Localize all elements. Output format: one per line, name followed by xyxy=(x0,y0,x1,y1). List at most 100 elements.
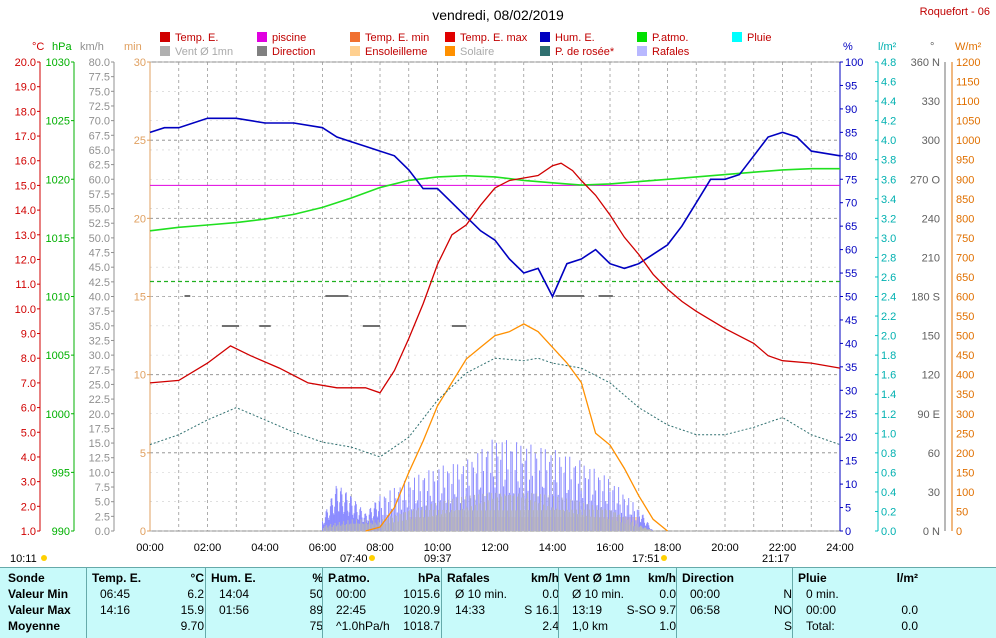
summary-row-label: Valeur Max xyxy=(8,603,71,617)
solar-axis-tick-label: 1150 xyxy=(956,77,980,89)
summary-cell-value: 15.9 xyxy=(180,603,204,617)
summary-column: Vent Ø 1mn km/h Ø 10 min. 0.0 13:19 S-SO 9.7 1… xyxy=(564,570,676,634)
rain-axis-tick-label: 2.6 xyxy=(881,272,896,284)
summary-cell-row: 13:19 S-SO 9.7 xyxy=(564,602,676,618)
humidity-axis-tick-label: 40 xyxy=(845,338,857,350)
wind-axis-tick-label: 32.5 xyxy=(89,335,110,347)
solar-axis-tick-label: 250 xyxy=(956,428,974,440)
wind-axis-tick-label: 57.5 xyxy=(89,189,110,201)
summary-cell-label xyxy=(682,619,690,633)
legend-label: Solaire xyxy=(460,46,494,58)
summary-cell-label: 0 min. xyxy=(806,587,839,601)
solar-axis-tick-label: 150 xyxy=(956,467,974,479)
summary-cell-label: 13:19 xyxy=(572,603,603,617)
wind-axis-tick-label: 35.0 xyxy=(89,321,110,333)
summary-cell-row: 00:00 1015.6 xyxy=(328,586,440,602)
summary-cell-label: Total: xyxy=(806,619,835,633)
solar-axis-tick-label: 650 xyxy=(956,272,974,284)
wind-axis-tick-label: 65.0 xyxy=(89,145,110,157)
direction-axis-tick-label: 180 S xyxy=(911,292,940,304)
summary-cell-row: 75 xyxy=(211,618,323,634)
rain-axis-tick-label: 1.2 xyxy=(881,409,896,421)
direction-axis-tick-label: 120 xyxy=(922,370,940,382)
summary-column-unit: km/h xyxy=(530,571,559,585)
direction-axis-tick-label: 150 xyxy=(922,331,940,343)
summary-cell-value: 75 xyxy=(309,619,323,633)
summary-cell-label: 22:45 xyxy=(336,603,367,617)
minutes-axis-tick-label: 10 xyxy=(134,370,146,382)
summary-cell-row: 06:45 6.2 xyxy=(92,586,204,602)
summary-cell-row: 22:45 1020.9 xyxy=(328,602,440,618)
summary-separator xyxy=(441,568,442,638)
legend-swatch xyxy=(445,32,455,42)
solar-axis-tick-label: 950 xyxy=(956,155,974,167)
temp-axis-tick-label: 12.0 xyxy=(15,254,36,266)
summary-column-title: Temp. E. xyxy=(92,571,142,585)
rain-axis-tick-label: 0.4 xyxy=(881,487,896,499)
pressure-axis-tick-label: 1000 xyxy=(46,409,70,421)
summary-column-title: Hum. E. xyxy=(211,571,256,585)
summary-column: Direction 00:00 N 06:58 NO S xyxy=(682,570,792,634)
rain-axis-tick-label: 4.8 xyxy=(881,57,896,69)
minutes-unit-label: min xyxy=(124,41,142,53)
summary-cell-value: 0.0 xyxy=(542,587,559,601)
rain-axis-tick-label: 3.4 xyxy=(881,194,896,206)
wind-axis-tick-label: 37.5 xyxy=(89,306,110,318)
summary-cell-value: 50 xyxy=(309,587,323,601)
rain-unit-label: l/m² xyxy=(878,41,897,53)
summary-separator xyxy=(676,568,677,638)
direction-axis-tick-label: 240 xyxy=(922,213,940,225)
wind-axis-tick-label: 47.5 xyxy=(89,248,110,260)
time-0937: 09:37 xyxy=(424,553,452,565)
wind-axis-tick-label: 22.5 xyxy=(89,394,110,406)
summary-separator xyxy=(792,568,793,638)
wind-axis-tick-label: 52.5 xyxy=(89,218,110,230)
rain-axis-tick-label: 1.4 xyxy=(881,389,896,401)
summary-cell-row: 01:56 89 xyxy=(211,602,323,618)
wind-axis-tick-label: 80.0 xyxy=(89,57,110,69)
wind-axis-tick-label: 62.5 xyxy=(89,160,110,172)
summary-column-unit: hPa xyxy=(417,571,440,585)
temp-axis-tick-label: 5.0 xyxy=(21,427,36,439)
x-tick-label: 16:00 xyxy=(596,542,624,554)
pressure-axis-tick-label: 1030 xyxy=(46,57,70,69)
direction-axis-tick-label: 300 xyxy=(922,135,940,147)
summary-cell-row: 14:33 S 16.1 xyxy=(447,602,559,618)
solar-axis-tick-label: 400 xyxy=(956,370,974,382)
series-temp xyxy=(149,162,841,394)
summary-cell-label xyxy=(447,619,455,633)
rain-axis-tick-label: 0.8 xyxy=(881,448,896,460)
wind-axis-tick-label: 27.5 xyxy=(89,365,110,377)
summary-column-header: P.atmo. hPa xyxy=(328,570,440,586)
legend-swatch xyxy=(732,32,742,42)
summary-table: Sonde Valeur Min Valeur Max Moyenne Temp. E.… xyxy=(0,567,996,638)
x-tick-label: 14:00 xyxy=(539,542,567,554)
x-tick-label: 04:00 xyxy=(251,542,279,554)
legend-label: Temp. E. max xyxy=(460,32,528,44)
direction-axis-tick-label: 90 E xyxy=(917,409,940,421)
summary-cell-value: 1.0 xyxy=(659,619,676,633)
humidity-axis-tick-label: 20 xyxy=(845,432,857,444)
summary-cell-label: 06:58 xyxy=(690,603,721,617)
wind-axis-tick-label: 67.5 xyxy=(89,130,110,142)
solar-axis-tick-label: 500 xyxy=(956,331,974,343)
x-tick-label: 18:00 xyxy=(654,542,682,554)
humidity-axis-tick-label: 45 xyxy=(845,315,857,327)
summary-cell-value: 9.70 xyxy=(180,619,204,633)
pressure-axis-tick-label: 1005 xyxy=(46,350,70,362)
pressure-axis-tick-label: 1020 xyxy=(46,174,70,186)
humidity-axis-tick-label: 70 xyxy=(845,198,857,210)
humidity-axis-tick-label: 85 xyxy=(845,127,857,139)
sunrise-dot xyxy=(369,555,375,561)
minutes-axis-tick-label: 25 xyxy=(134,135,146,147)
wind-axis-tick-label: 5.0 xyxy=(95,497,110,509)
summary-cell-label xyxy=(92,619,100,633)
humidity-axis-tick-label: 75 xyxy=(845,174,857,186)
temp-axis-tick-label: 11.0 xyxy=(15,279,36,291)
wind-axis-tick-label: 60.0 xyxy=(89,174,110,186)
summary-cell-label: Ø 10 min. xyxy=(455,587,508,601)
series-solar xyxy=(365,323,668,532)
solar-axis-tick-label: 450 xyxy=(956,350,974,362)
summary-cell-row: 0 min. xyxy=(798,586,918,602)
direction-axis-tick-label: 210 xyxy=(922,252,940,264)
